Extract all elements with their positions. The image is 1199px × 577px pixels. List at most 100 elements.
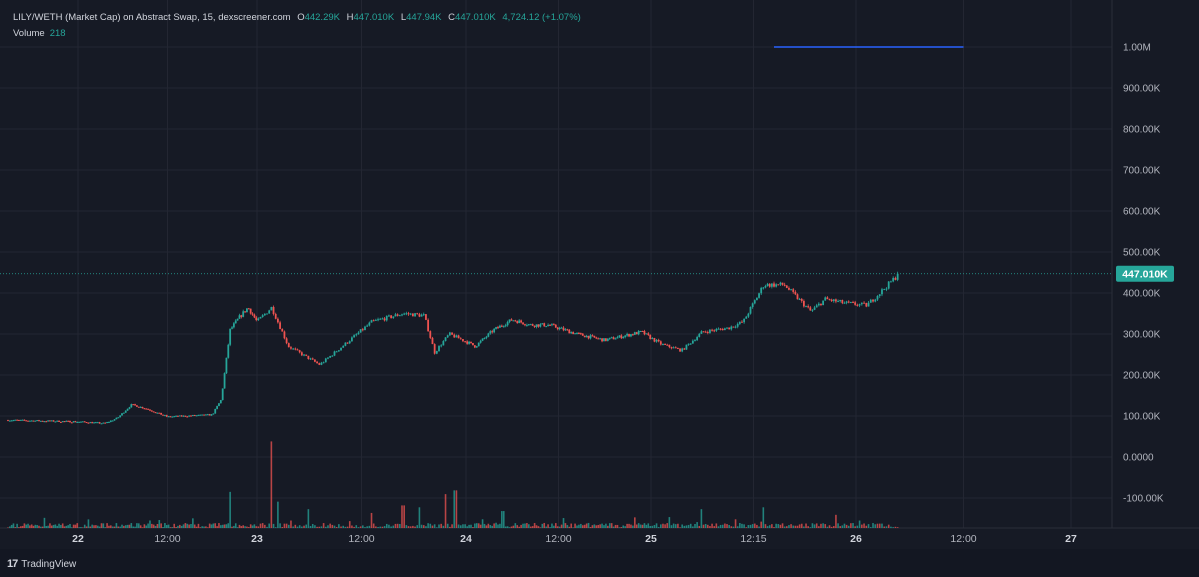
volume-bar: [23, 523, 26, 528]
candle-body: [520, 320, 523, 323]
candle-body: [599, 338, 602, 340]
candle-body: [279, 322, 281, 329]
candle-body: [788, 287, 790, 290]
candle-body: [14, 419, 17, 421]
candle-body: [320, 362, 323, 365]
candle-body: [210, 414, 213, 416]
volume-bar: [60, 524, 62, 528]
candle-body: [240, 315, 243, 317]
candle-body: [201, 414, 204, 416]
volume-bar: [556, 526, 559, 528]
volume-bar: [843, 523, 846, 528]
volume-bar: [809, 527, 812, 528]
candle-body: [685, 344, 688, 350]
candle-body: [81, 421, 84, 423]
volume-bar: [539, 527, 542, 528]
volume-label[interactable]: Volume: [13, 28, 45, 39]
chart-canvas[interactable]: 1.00M 900.00K 800.00K 700.00K 600.00K 500.00K…: [0, 0, 1199, 549]
candle-body: [283, 331, 286, 339]
candle-body: [266, 313, 268, 315]
volume-bar: [162, 526, 164, 528]
volume-bar: [115, 523, 118, 528]
volume-bar: [246, 526, 248, 528]
candle-body: [779, 282, 782, 285]
volume-bar: [593, 524, 596, 528]
candle-body: [570, 332, 573, 334]
candle-body: [303, 354, 305, 356]
volume-bar: [132, 526, 134, 528]
candle-body: [451, 332, 453, 335]
volume-bar: [512, 525, 515, 528]
candle-body: [154, 412, 157, 414]
volume-bar: [771, 524, 773, 528]
volume-bar: [422, 525, 425, 528]
volume-bar: [216, 526, 218, 528]
volume-bar: [203, 526, 205, 528]
candle-body: [760, 287, 763, 294]
volume-bar: [790, 524, 792, 528]
volume-bar: [841, 525, 844, 528]
volume-bar: [259, 523, 262, 528]
volume-row: Volume 218: [13, 26, 581, 42]
volume-bar: [390, 526, 392, 528]
candle-body: [268, 310, 271, 314]
candle-body: [351, 337, 353, 342]
candle-body: [694, 340, 696, 342]
volume-bar: [872, 523, 874, 528]
candle-body: [828, 299, 831, 301]
volume-bar: [67, 525, 69, 528]
tradingview-brand[interactable]: 17 TradingView: [7, 558, 76, 570]
candle-body: [732, 326, 735, 328]
candle-body: [329, 355, 332, 358]
symbol-title[interactable]: LILY/WETH (Market Cap) on Abstract Swap,…: [13, 12, 291, 23]
candle-body: [259, 317, 262, 319]
candle-body: [796, 294, 799, 300]
candle-body: [425, 314, 427, 320]
candle-body: [49, 420, 51, 422]
candle-body: [96, 422, 99, 424]
candle-body: [860, 302, 863, 305]
volume-bar: [188, 524, 190, 528]
candle-body: [54, 421, 57, 423]
volume-bar: [147, 523, 149, 528]
candle-body: [28, 420, 31, 422]
volume-bar: [589, 527, 592, 528]
volume-bar: [93, 525, 95, 528]
candle-body: [568, 329, 571, 334]
candle-body: [832, 299, 835, 302]
volume-bar: [783, 526, 786, 528]
candle-body: [100, 423, 103, 425]
candle-body: [635, 332, 638, 335]
volume-bar: [618, 527, 621, 528]
y-tick-label: 700.00K: [1123, 166, 1161, 177]
low-key: L: [400, 12, 407, 23]
volume-bar: [34, 524, 37, 528]
candle-body: [8, 420, 11, 422]
candle-body: [212, 413, 215, 415]
candle-body: [585, 335, 588, 338]
candle-body: [366, 325, 369, 327]
candle-body: [113, 419, 116, 421]
volume-bar: [713, 526, 716, 528]
y-tick-label: 800.00K: [1123, 125, 1161, 136]
candle-body: [608, 337, 611, 339]
candle-body: [136, 405, 138, 407]
candle-body: [516, 321, 519, 324]
candle-body: [837, 301, 839, 303]
candle-body: [91, 422, 94, 424]
candle-body: [664, 343, 666, 345]
candle-body: [527, 324, 530, 326]
candle-body: [610, 337, 613, 339]
candle-body: [783, 284, 786, 286]
volume-bar: [281, 526, 284, 528]
volume-bar: [175, 527, 177, 528]
candle-body: [70, 422, 73, 424]
candle-body: [169, 416, 172, 418]
candle-body: [69, 420, 71, 423]
volume-bar: [431, 525, 434, 528]
candle-body: [841, 299, 844, 304]
low-value: 447.94K: [406, 12, 442, 23]
volume-bar: [847, 525, 850, 528]
volume-bar: [311, 524, 314, 528]
